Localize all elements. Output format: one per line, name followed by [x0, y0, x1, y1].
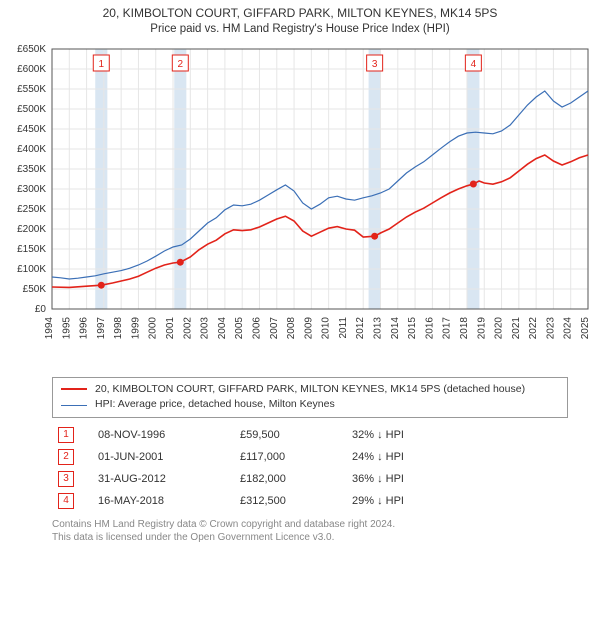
tx-pct: 36% ↓ HPI [346, 468, 568, 490]
xtick-label: 2017 [442, 316, 453, 339]
series-dot [98, 281, 105, 288]
title-line1: 20, KIMBOLTON COURT, GIFFARD PARK, MILTO… [0, 6, 600, 22]
table-row: 4 16-MAY-2018£312,50029% ↓ HPI [52, 490, 568, 512]
ytick-label: £300K [17, 184, 46, 195]
tx-price: £182,000 [234, 468, 346, 490]
footnote: Contains HM Land Registry data © Crown c… [52, 518, 568, 544]
xtick-label: 1997 [96, 316, 107, 339]
ytick-label: £150K [17, 244, 46, 255]
ytick-label: £350K [17, 164, 46, 175]
ytick-label: £0 [35, 304, 47, 315]
xtick-label: 2022 [528, 316, 539, 339]
xtick-label: 2020 [494, 316, 505, 339]
xtick-label: 2023 [545, 316, 556, 339]
legend-row: 20, KIMBOLTON COURT, GIFFARD PARK, MILTO… [61, 382, 559, 398]
footnote-line1: Contains HM Land Registry data © Crown c… [52, 518, 568, 531]
xtick-label: 1998 [113, 316, 124, 339]
marker-box-label: 4 [471, 59, 477, 70]
footnote-line2: This data is licensed under the Open Gov… [52, 531, 568, 544]
xtick-label: 2009 [303, 316, 314, 339]
chart: £0 £50K £100K £150K £200K £250K £300K £350K £400… [0, 41, 600, 371]
ytick-label: £550K [17, 84, 46, 95]
xtick-label: 2000 [148, 316, 159, 339]
series-dot [371, 232, 378, 239]
xtick-label: 2015 [407, 316, 418, 339]
ytick-label: £650K [17, 44, 46, 55]
series-hpi [52, 91, 588, 279]
xtick-label: 1996 [79, 316, 90, 339]
tx-marker: 2 [58, 449, 74, 465]
xtick-label: 2014 [390, 316, 401, 339]
table-row: 2 01-JUN-2001£117,00024% ↓ HPI [52, 446, 568, 468]
table-row: 1 08-NOV-1996£59,50032% ↓ HPI [52, 424, 568, 446]
xtick-label: 2008 [286, 316, 297, 339]
marker-band [95, 49, 107, 309]
xtick-label: 2002 [182, 316, 193, 339]
xtick-label: 2003 [200, 316, 211, 339]
tx-pct: 24% ↓ HPI [346, 446, 568, 468]
xtick-label: 2001 [165, 316, 176, 339]
xtick-label: 2004 [217, 316, 228, 339]
tx-date: 08-NOV-1996 [92, 424, 234, 446]
tx-pct: 32% ↓ HPI [346, 424, 568, 446]
ytick-label: £600K [17, 64, 46, 75]
marker-box-label: 2 [178, 59, 184, 70]
tx-pct: 29% ↓ HPI [346, 490, 568, 512]
series-dot [177, 258, 184, 265]
ytick-label: £100K [17, 264, 46, 275]
xtick-label: 2025 [580, 316, 591, 339]
title-block: 20, KIMBOLTON COURT, GIFFARD PARK, MILTO… [0, 0, 600, 37]
legend-swatch [61, 405, 87, 406]
xtick-label: 2018 [459, 316, 470, 339]
ytick-label: £50K [23, 284, 47, 295]
xtick-label: 2006 [251, 316, 262, 339]
xtick-label: 2005 [234, 316, 245, 339]
xtick-label: 2019 [476, 316, 487, 339]
tx-marker: 3 [58, 471, 74, 487]
tx-date: 31-AUG-2012 [92, 468, 234, 490]
ytick-label: £250K [17, 204, 46, 215]
legend-label: HPI: Average price, detached house, Milt… [95, 397, 335, 413]
ytick-label: £400K [17, 144, 46, 155]
tx-price: £312,500 [234, 490, 346, 512]
xtick-label: 2011 [338, 316, 349, 338]
xtick-label: 1994 [44, 316, 55, 339]
marker-band [467, 49, 479, 309]
series-dot [470, 180, 477, 187]
ytick-label: £500K [17, 104, 46, 115]
xtick-label: 2012 [355, 316, 366, 339]
marker-box-label: 3 [372, 59, 378, 70]
transactions-table: 1 08-NOV-1996£59,50032% ↓ HPI 2 01-JUN-2001… [52, 424, 568, 512]
tx-price: £59,500 [234, 424, 346, 446]
marker-band [369, 49, 381, 309]
chart-svg: £0 £50K £100K £150K £200K £250K £300K £350K £400… [0, 41, 600, 371]
ytick-label: £450K [17, 124, 46, 135]
tx-price: £117,000 [234, 446, 346, 468]
table-row: 3 31-AUG-2012£182,00036% ↓ HPI [52, 468, 568, 490]
tx-date: 16-MAY-2018 [92, 490, 234, 512]
xtick-label: 2016 [424, 316, 435, 339]
xtick-label: 2010 [321, 316, 332, 339]
legend-row: HPI: Average price, detached house, Milt… [61, 397, 559, 413]
xtick-label: 2013 [373, 316, 384, 339]
marker-box-label: 1 [98, 59, 104, 70]
ytick-label: £200K [17, 224, 46, 235]
tx-marker: 4 [58, 493, 74, 509]
legend-swatch [61, 388, 87, 390]
page-root: 20, KIMBOLTON COURT, GIFFARD PARK, MILTO… [0, 0, 600, 620]
tx-marker: 1 [58, 427, 74, 443]
xtick-label: 1999 [130, 316, 141, 339]
legend: 20, KIMBOLTON COURT, GIFFARD PARK, MILTO… [52, 377, 568, 419]
tx-date: 01-JUN-2001 [92, 446, 234, 468]
legend-label: 20, KIMBOLTON COURT, GIFFARD PARK, MILTO… [95, 382, 525, 398]
xtick-label: 2024 [563, 316, 574, 339]
title-line2: Price paid vs. HM Land Registry's House … [0, 22, 600, 37]
xtick-label: 2021 [511, 316, 522, 339]
marker-band [174, 49, 186, 309]
xtick-label: 1995 [61, 316, 72, 339]
xtick-label: 2007 [269, 316, 280, 339]
